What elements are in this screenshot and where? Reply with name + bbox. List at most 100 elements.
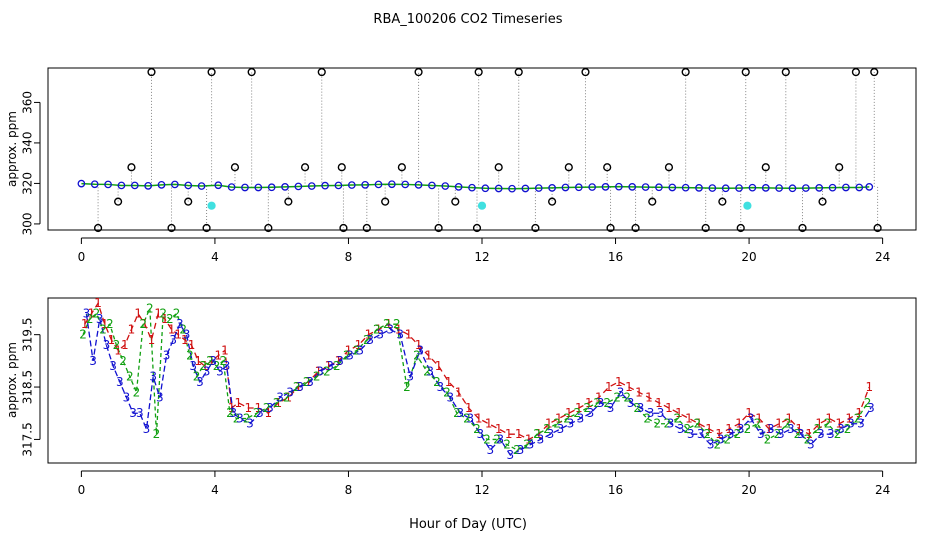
top-data-point [241,183,249,192]
top-data-point [615,182,623,191]
top-data-point [815,184,824,192]
series-1-marker: 1 [795,422,803,436]
top-data-point [281,183,289,191]
series-3-marker: 3 [497,432,505,446]
bottom-x-tick-label: 24 [875,483,890,497]
bottom-x-tick-label: 20 [741,483,756,497]
top-data-point [842,183,850,192]
series-2-marker: 2 [126,370,134,384]
top-data-point [334,181,343,190]
calibration-point [531,223,540,233]
top-x-axis: 0 4 8 12 16 20 24 [78,237,890,264]
calibration-point [664,163,674,172]
calibration-point [564,163,573,172]
top-data-point [855,183,864,192]
top-data-point [865,183,874,191]
series-1-marker: 1 [685,411,693,425]
series-3-marker: 3 [637,401,645,415]
series-2-marker: 2 [463,411,471,425]
series-1-marker: 1 [765,422,773,436]
series-2-marker: 2 [393,317,401,331]
calibration-point [472,223,482,233]
series-1-marker: 1 [365,328,373,342]
series-3-marker: 3 [103,338,111,352]
calibration-point [648,197,657,206]
top-data-point [548,184,556,192]
series-3-marker: 3 [547,427,555,441]
series-3-marker: 3 [266,401,274,415]
series-2-marker: 2 [493,432,501,446]
calibration-point [264,223,273,233]
calibration-point [781,67,790,77]
series-2-marker: 2 [159,307,167,321]
series-2-marker: 2 [473,422,481,436]
top-data-point [828,183,837,192]
series-3-marker: 3 [767,422,775,436]
series-3-marker: 3 [169,333,177,347]
series-3-marker: 3 [617,385,625,399]
series-2-marker: 2 [704,427,712,441]
series-3-marker: 3 [416,343,424,357]
series-3-marker: 3 [306,375,314,389]
series-1-marker: 1 [585,396,593,410]
series-2-marker: 2 [263,401,271,415]
series-3-marker: 3 [517,443,525,457]
top-data-point [628,183,637,191]
calibration-point [337,163,346,172]
bottom-y-tick-label: 319.5 [21,317,35,351]
calibration-point [284,197,293,206]
series-2-marker: 2 [784,417,792,431]
series-2-marker: 2 [724,432,732,446]
series-1-marker: 1 [785,411,793,425]
top-data-point [655,183,663,192]
top-panel: 0 4 8 12 16 20 24 300 320 340 360 approx. ppm [5,67,917,264]
series-1-marker: 1 [325,359,333,373]
top-data-point [347,181,356,189]
calibration-point [835,163,844,172]
series-3-marker: 3 [406,370,414,384]
calibration-point [474,67,483,77]
figure-title: RBA_100206 CO2 Timeseries [373,12,562,27]
series-1-marker: 1 [161,312,169,326]
top-data-point [468,183,476,192]
calibration-point [870,67,879,77]
top-data-point [521,184,530,193]
bottom-x-tick-label: 0 [78,483,86,497]
series-1-marker: 1 [655,396,663,410]
top-data-point [641,183,650,191]
top-data-point [144,182,153,190]
calibration-point [167,223,176,233]
series-2-marker: 2 [623,391,631,405]
top-plot-area [77,67,882,233]
series-3-marker: 3 [777,427,785,441]
series-3-marker: 3 [477,427,485,441]
series-1-marker: 1 [845,411,853,425]
series-2-marker: 2 [774,427,782,441]
top-x-tick-label: 4 [211,250,219,264]
series-2-marker: 2 [533,427,541,441]
series-1-marker: 1 [405,328,413,342]
top-data-point [588,183,597,191]
series-2-marker: 2 [523,438,531,452]
series-3-marker: 3 [857,417,865,431]
series-1-marker: 1 [181,333,189,347]
series-1-marker: 1 [535,427,543,441]
series-1-marker: 1 [81,317,89,331]
series-1-marker: 1 [275,396,283,410]
calibration-point [681,67,690,77]
series-1-marker: 1 [485,417,493,431]
series-1-marker: 1 [94,296,102,310]
top-data-point [695,184,703,192]
series-3-marker: 3 [209,354,217,368]
top-data-point [267,183,276,192]
top-x-tick-label: 20 [741,250,756,264]
series-2-marker: 2 [113,338,121,352]
series-2-marker: 2 [273,396,281,410]
top-data-point [307,182,316,190]
series-2-marker: 2 [93,307,101,321]
top-x-tick-label: 8 [345,250,353,264]
series-2-marker: 2 [323,364,331,378]
top-data-point [294,182,303,191]
series-1-marker: 1 [505,427,513,441]
